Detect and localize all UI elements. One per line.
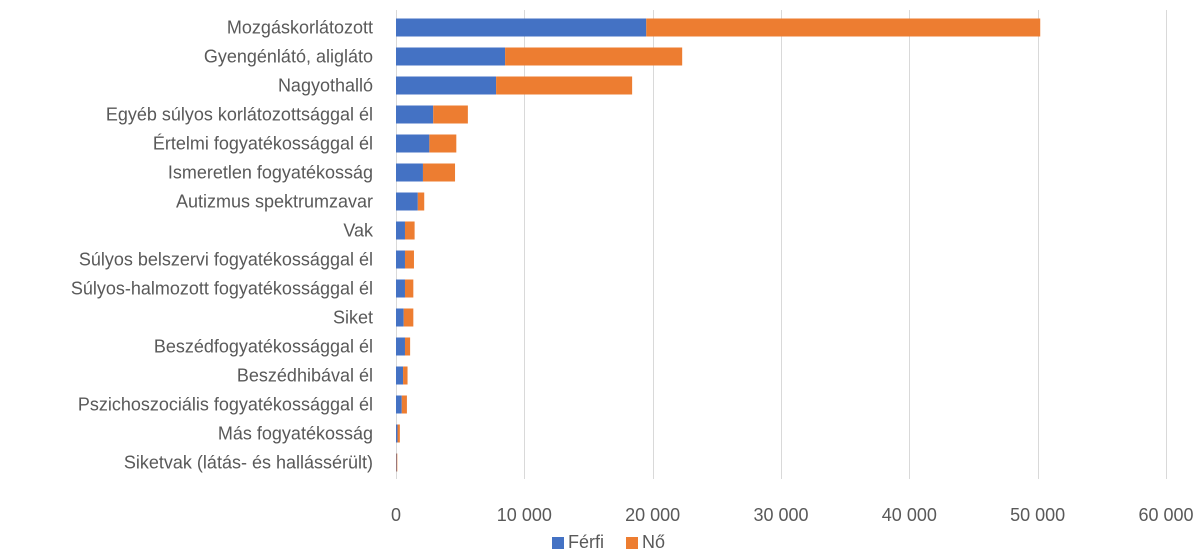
bar-ferfi xyxy=(396,366,404,385)
category-label: Egyéb súlyos korlátozottsággal él xyxy=(106,105,373,125)
bar-no xyxy=(404,221,415,240)
bars xyxy=(396,18,1041,472)
legend-label: Férfi xyxy=(568,532,604,552)
legend: Férfi Nő xyxy=(552,532,665,552)
bar-ferfi xyxy=(396,163,423,182)
bar-ferfi xyxy=(396,395,402,414)
x-tick-label: 60 000 xyxy=(1138,505,1193,525)
bar-ferfi xyxy=(396,308,404,327)
bar-ferfi xyxy=(396,134,430,153)
category-label: Pszichoszociális fogyatékossággal él xyxy=(78,395,373,415)
bar-no xyxy=(429,134,457,153)
bar-no xyxy=(505,47,683,66)
legend-swatch xyxy=(626,537,638,549)
bar-no xyxy=(646,18,1041,37)
category-label: Értelmi fogyatékossággal él xyxy=(153,134,373,154)
category-labels: Mozgáskorlátozott Gyengénlátó, aligláto Na… xyxy=(71,18,374,473)
category-label: Ismeretlen fogyatékosság xyxy=(168,163,373,183)
category-label: Súlyos-halmozott fogyatékossággal él xyxy=(71,279,373,299)
category-label: Súlyos belszervi fogyatékossággal él xyxy=(79,250,373,270)
category-label: Más fogyatékosság xyxy=(218,424,373,444)
bar-no xyxy=(404,337,411,356)
category-label: Beszédhibával él xyxy=(237,366,373,386)
bar-no xyxy=(401,395,407,414)
bar-no xyxy=(403,366,408,385)
category-label: Autizmus spektrumzavar xyxy=(176,192,373,212)
bar-no xyxy=(404,279,414,298)
category-label: Vak xyxy=(343,221,374,241)
bar-ferfi xyxy=(396,47,506,66)
x-axis-tick-labels: 0 10 000 20 000 30 000 40 000 50 000 60 000 xyxy=(391,505,1194,525)
x-tick-label: 30 000 xyxy=(753,505,808,525)
bar-ferfi xyxy=(396,221,405,240)
category-label: Gyengénlátó, aligláto xyxy=(204,47,373,67)
x-tick-label: 40 000 xyxy=(882,505,937,525)
x-tick-label: 20 000 xyxy=(625,505,680,525)
bar-no xyxy=(396,453,398,472)
bar-no xyxy=(422,163,456,182)
bar-no xyxy=(397,424,400,443)
x-tick-label: 10 000 xyxy=(497,505,552,525)
bar-ferfi xyxy=(396,105,434,124)
bar-ferfi xyxy=(396,192,418,211)
category-label: Siket xyxy=(333,308,373,328)
legend-swatch xyxy=(552,537,564,549)
bar-ferfi xyxy=(396,250,405,269)
x-tick-label: 0 xyxy=(391,505,401,525)
bar-ferfi xyxy=(396,337,405,356)
x-tick-label: 50 000 xyxy=(1010,505,1065,525)
category-label: Siketvak (látás- és hallássérült) xyxy=(124,453,373,473)
category-label: Beszédfogyatékossággal él xyxy=(154,337,373,357)
bar-no xyxy=(403,308,414,327)
bar-no xyxy=(433,105,468,124)
bar-ferfi xyxy=(396,424,398,443)
bar-ferfi xyxy=(396,18,647,37)
category-label: Nagyothalló xyxy=(278,76,373,96)
legend-label: Nő xyxy=(642,532,665,552)
bar-no xyxy=(496,76,633,95)
bar-ferfi xyxy=(396,279,405,298)
category-label: Mozgáskorlátozott xyxy=(227,18,373,38)
bar-no xyxy=(417,192,425,211)
bar-ferfi xyxy=(396,453,397,472)
bar-ferfi xyxy=(396,76,497,95)
bar-no xyxy=(404,250,414,269)
